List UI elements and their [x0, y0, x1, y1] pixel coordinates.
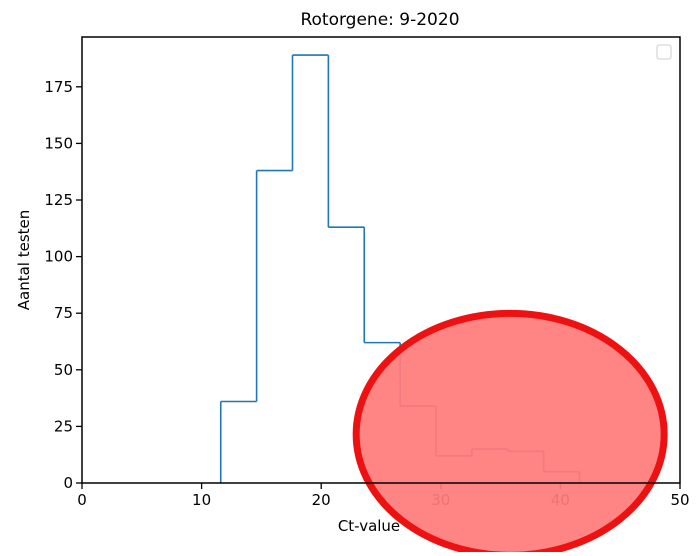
y-tick-label: 50	[54, 361, 73, 379]
legend-box	[656, 44, 672, 60]
chart-title: Rotorgene: 9-2020	[300, 10, 459, 30]
axes-frame	[81, 36, 681, 484]
y-tick-label: 0	[63, 474, 73, 492]
annotation-layer	[352, 309, 668, 556]
y-tick-label: 25	[54, 417, 73, 435]
y-tick-label: 100	[44, 248, 73, 266]
x-axis-label: Ct-value	[338, 517, 400, 535]
y-tick-label: 175	[44, 78, 73, 96]
x-tick-label: 20	[312, 491, 331, 509]
x-tick-label: 10	[192, 491, 211, 509]
x-tick-label: 0	[77, 491, 87, 509]
y-tick-label: 125	[44, 191, 73, 209]
x-tick-label: 50	[670, 491, 689, 509]
y-tick-label: 75	[54, 304, 73, 322]
highlight-ellipse	[352, 309, 668, 556]
frame-layer	[81, 36, 681, 484]
y-tick-label: 150	[44, 134, 73, 152]
y-axis-label: Aantal testen	[15, 210, 33, 311]
